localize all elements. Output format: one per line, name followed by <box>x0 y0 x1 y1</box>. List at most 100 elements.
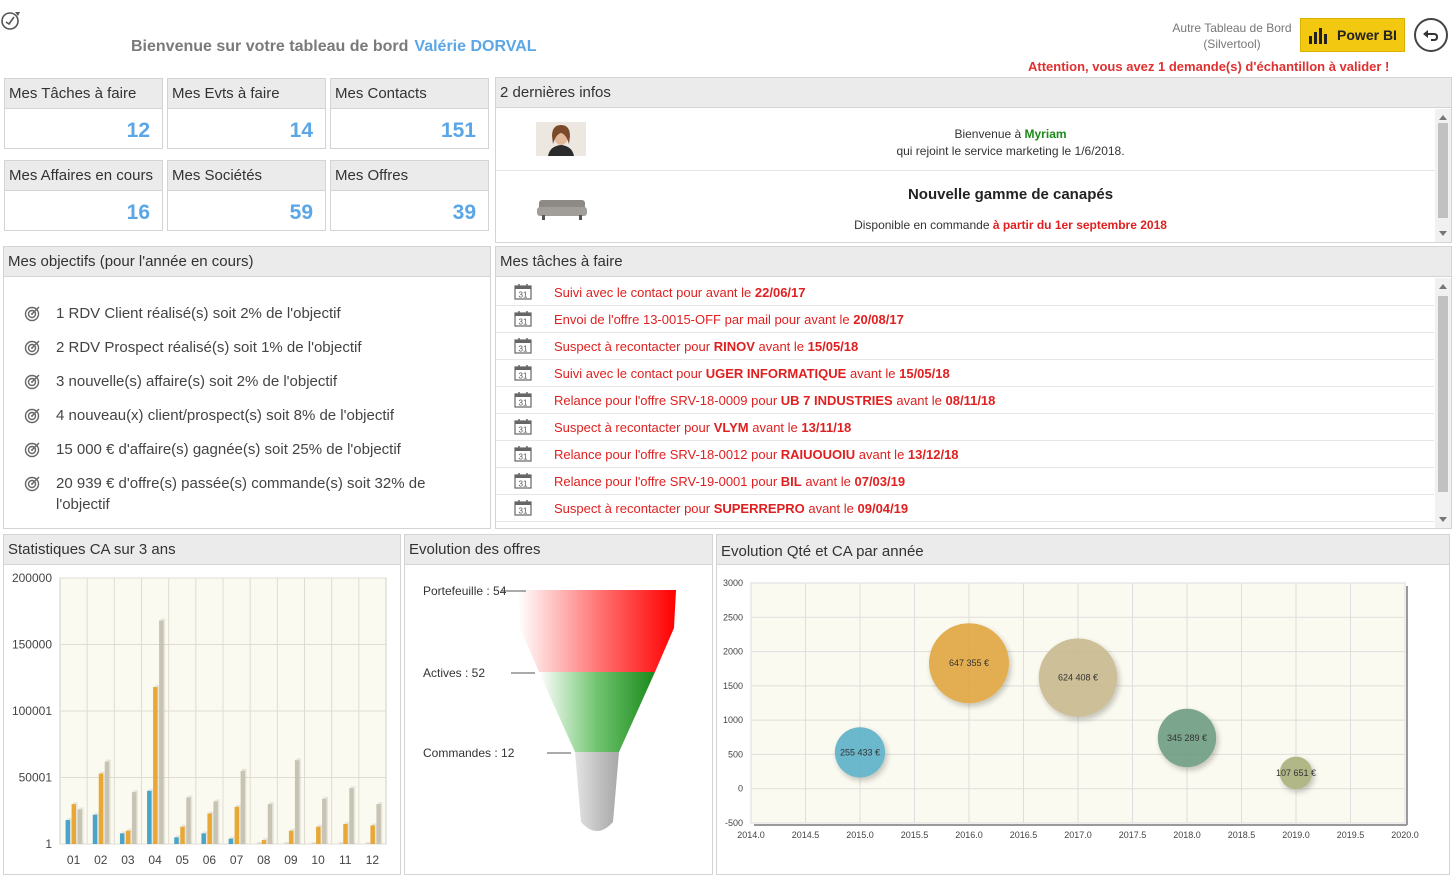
task-row[interactable]: 31 Suivi avec le contact pour UGER INFORM… <box>496 360 1434 387</box>
bar[interactable] <box>294 760 300 844</box>
bar[interactable] <box>77 809 83 844</box>
scroll-down-icon[interactable] <box>1439 231 1447 236</box>
calendar-day: 31 <box>519 480 528 489</box>
task-label: Suivi avec le contact pour <box>554 366 706 381</box>
x-tick-label: 06 <box>203 853 217 867</box>
task-row[interactable]: 31 Relance pour l'offre SRV-19-0001 pour … <box>496 468 1434 495</box>
scroll-up-icon[interactable] <box>1439 115 1447 120</box>
y-tick-label: 100001 <box>12 704 52 718</box>
scroll-down-icon[interactable] <box>1439 517 1447 522</box>
bubble[interactable] <box>1038 638 1118 717</box>
task-row[interactable]: 31 Suspect à recontacter pour RINOV avant… <box>496 333 1434 360</box>
objective-text: 20 939 € d'offre(s) passée(s) commande(s… <box>56 475 426 513</box>
bar[interactable] <box>174 837 179 844</box>
back-button[interactable] <box>1414 18 1448 52</box>
calendar-day: 31 <box>519 318 528 327</box>
x-tick-label: 11 <box>339 853 352 867</box>
bar[interactable] <box>201 833 206 844</box>
powerbi-label: Power BI <box>1337 27 1397 43</box>
objective-text: 2 RDV Prospect réalisé(s) soit 1% de l'o… <box>56 339 362 356</box>
task-highlight: BIL <box>780 474 802 489</box>
funnel-label: Commandes : 12 <box>423 746 515 760</box>
calendar-icon: 31 <box>514 338 532 354</box>
bar[interactable] <box>213 801 218 844</box>
welcome-text: Bienvenue sur votre tableau de bord <box>131 38 409 55</box>
tasks-scrollbar[interactable] <box>1435 278 1451 528</box>
tile-deals[interactable]: Mes Affaires en cours 16 <box>4 160 163 231</box>
funnel-segment[interactable] <box>539 672 655 752</box>
funnel-label: Portefeuille : 54 <box>423 584 507 598</box>
funnel-segment[interactable] <box>575 752 619 831</box>
bar[interactable] <box>131 792 137 844</box>
bar[interactable] <box>65 820 71 844</box>
task-row[interactable]: 31 Envoi de l'offre 13-0015-OFF par mail … <box>496 306 1434 333</box>
scroll-thumb[interactable] <box>1438 296 1448 492</box>
bubble[interactable] <box>834 727 886 778</box>
bar[interactable] <box>322 798 327 844</box>
bubble[interactable] <box>929 623 1009 704</box>
bar[interactable] <box>228 838 234 844</box>
task-row[interactable]: 31 Relance pour l'offre SRV-18-0009 pour … <box>496 387 1434 414</box>
bar[interactable] <box>343 824 348 844</box>
task-row[interactable]: 31 Relance pour l'offre SRV-18-0012 pour … <box>496 441 1434 468</box>
tile-events[interactable]: Mes Evts à faire 14 <box>167 78 326 149</box>
y-tick-label: -500 <box>725 818 743 828</box>
bar[interactable] <box>370 825 375 844</box>
task-highlight: 15/05/18 <box>807 339 859 354</box>
tile-value: 16 <box>126 201 150 224</box>
calendar-day: 31 <box>519 345 528 354</box>
tile-label: Mes Contacts <box>331 79 488 109</box>
bar[interactable] <box>92 814 98 844</box>
x-tick-label: 01 <box>67 853 81 867</box>
bar[interactable] <box>349 788 354 844</box>
bar[interactable] <box>267 804 273 844</box>
tile-companies[interactable]: Mes Sociétés 59 <box>167 160 326 231</box>
bubble[interactable] <box>1157 708 1217 768</box>
tile-tasks[interactable]: Mes Tâches à faire 12 <box>4 78 163 149</box>
task-row[interactable]: 31 Suivi avec le contact pour avant le 22… <box>496 279 1434 306</box>
bar[interactable] <box>376 804 381 844</box>
calendar-day: 31 <box>519 372 528 381</box>
task-text: Suspect à recontacter pour RINOV avant l… <box>554 339 858 354</box>
task-text: Suivi avec le contact pour UGER INFORMAT… <box>554 366 950 381</box>
tile-contacts[interactable]: Mes Contacts 151 <box>330 78 489 149</box>
bar[interactable] <box>104 761 110 844</box>
task-row[interactable]: 31 Suspect à recontacter pour SUPERREPRO … <box>496 495 1434 522</box>
bar[interactable] <box>316 826 321 844</box>
calendar-icon: 31 <box>514 446 532 462</box>
bar[interactable] <box>288 830 294 844</box>
task-highlight: RINOV <box>713 339 755 354</box>
refresh-icon[interactable] <box>0 10 22 32</box>
welcome-message: Bienvenue sur votre tableau de bord Valér… <box>131 38 537 56</box>
bubble[interactable] <box>1279 756 1313 790</box>
tile-offers[interactable]: Mes Offres 39 <box>330 160 489 231</box>
bar[interactable] <box>71 804 77 844</box>
bar[interactable] <box>261 840 267 844</box>
bar[interactable] <box>98 773 104 844</box>
bar[interactable] <box>186 797 191 844</box>
tile-value: 12 <box>126 119 150 142</box>
bubble-label: 345 289 € <box>1167 733 1207 743</box>
sample-alert[interactable]: Attention, vous avez 1 demande(s) d'écha… <box>1028 59 1390 74</box>
bar[interactable] <box>234 806 240 844</box>
infos-scrollbar[interactable] <box>1435 109 1451 242</box>
bar[interactable] <box>125 830 131 844</box>
task-text: Relance pour l'offre SRV-18-0012 pour RA… <box>554 447 959 462</box>
bar[interactable] <box>180 826 185 844</box>
powerbi-button[interactable]: Power BI <box>1300 18 1405 52</box>
bar[interactable] <box>119 833 125 844</box>
other-dashboard-link[interactable]: Autre Tableau de Bord (Silvertool) <box>1168 20 1296 52</box>
infos-title: 2 dernières infos <box>496 78 1451 108</box>
scroll-up-icon[interactable] <box>1439 284 1447 289</box>
scroll-thumb[interactable] <box>1438 123 1448 218</box>
objectives-title: Mes objectifs (pour l'année en cours) <box>4 247 490 277</box>
bar[interactable] <box>147 790 152 844</box>
bar[interactable] <box>207 813 212 844</box>
bar[interactable] <box>240 770 246 844</box>
bar[interactable] <box>159 620 164 844</box>
task-row[interactable]: 31 Suspect à recontacter pour VLYM avant … <box>496 414 1434 441</box>
info-sofa-pre: Disponible en commande <box>854 218 993 232</box>
x-tick-label: 2020.0 <box>1391 830 1419 840</box>
funnel-segment[interactable] <box>518 590 676 672</box>
bar[interactable] <box>153 687 158 844</box>
